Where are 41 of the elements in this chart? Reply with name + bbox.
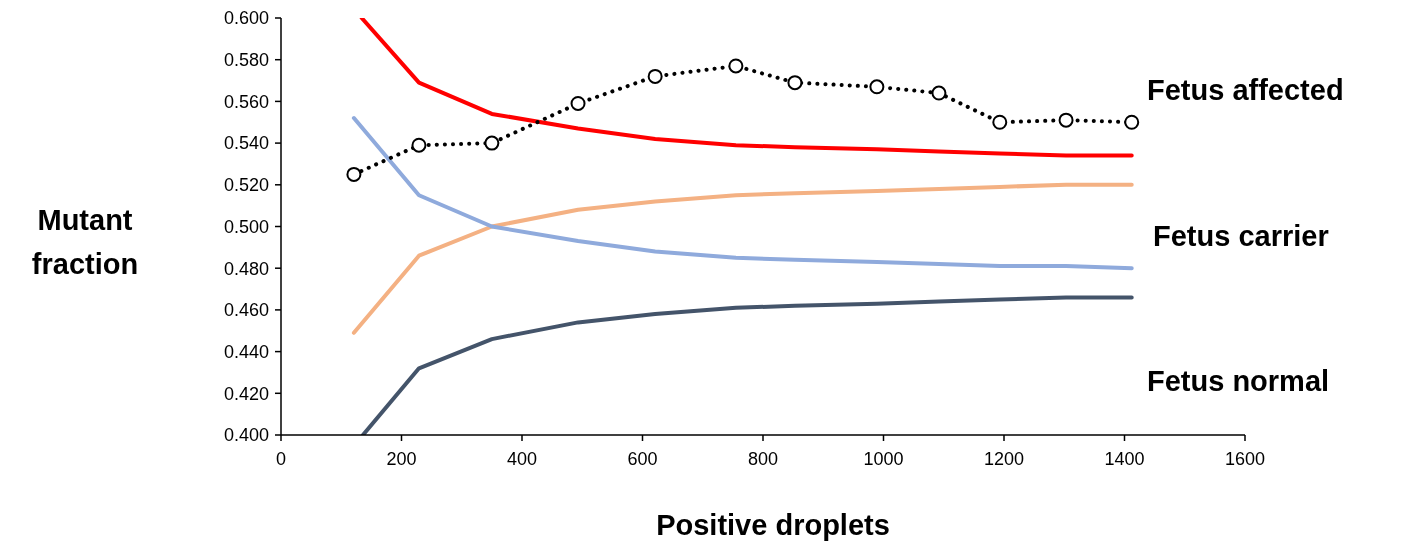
annotation: Fetus carrier xyxy=(1153,220,1329,252)
point xyxy=(411,137,427,153)
x-tick-label: 400 xyxy=(506,449,538,469)
point xyxy=(992,114,1008,130)
y-tick-label: 0.460 xyxy=(223,300,269,321)
point xyxy=(869,79,885,95)
x-tick-label: 1200 xyxy=(983,449,1025,469)
point xyxy=(1058,112,1074,128)
point xyxy=(931,85,947,101)
y-tick-label: 0.480 xyxy=(223,258,269,279)
x-tick-label: 1000 xyxy=(863,449,904,469)
annotation: Fetus normal xyxy=(1147,365,1330,397)
y-tick-label: 0.500 xyxy=(223,216,269,237)
line-series xyxy=(351,182,1134,335)
x-tick-label: 200 xyxy=(386,449,417,469)
annotation: Fetus affected xyxy=(1147,74,1344,106)
y-tick-label: 0.520 xyxy=(223,175,269,196)
point xyxy=(1124,114,1140,130)
y-tick-label: 0.540 xyxy=(223,133,269,154)
point xyxy=(570,95,586,111)
point xyxy=(647,68,663,84)
y-tick-label: 0.440 xyxy=(223,341,269,362)
y-tick-label: 0.560 xyxy=(223,91,269,112)
y-tick-label: 0.600 xyxy=(223,8,269,29)
point xyxy=(346,166,362,182)
y-tick-label: 0.580 xyxy=(223,50,269,70)
x-tick-label: 1600 xyxy=(1224,449,1266,469)
y-axis-title: Mutant fraction xyxy=(31,204,139,280)
point xyxy=(787,75,803,91)
x-tick-label: 0 xyxy=(275,449,287,469)
point xyxy=(728,58,744,74)
y-tick-label: 0.420 xyxy=(223,383,269,404)
y-tick-label: 0.400 xyxy=(223,425,269,446)
x-axis-title: Positive droplets xyxy=(656,509,890,541)
line-series xyxy=(360,295,1134,435)
x-tick-label: 800 xyxy=(747,449,779,469)
line-series xyxy=(359,18,1134,158)
x-tick-label: 1400 xyxy=(1104,449,1145,469)
point xyxy=(484,135,500,151)
line-series xyxy=(351,116,1134,271)
x-tick-label: 600 xyxy=(627,449,658,469)
